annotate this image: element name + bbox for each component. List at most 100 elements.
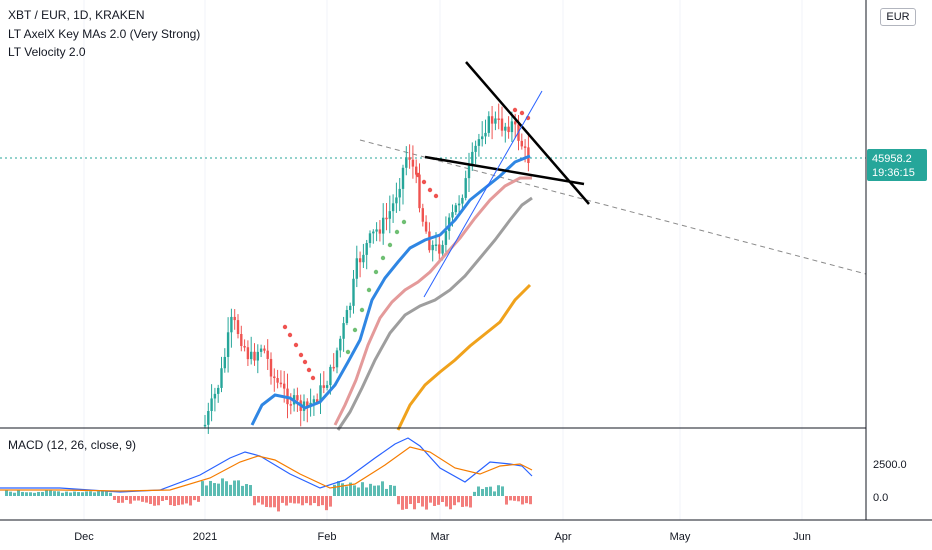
macd-histogram-bar [229,484,232,496]
price-candles [203,103,530,434]
macd-histogram-bar [401,496,404,510]
candle-body [398,188,401,198]
candle-body [329,366,332,386]
candle-body [266,350,269,359]
macd-histogram-bar [261,496,264,505]
price-badge-value: 45958.2 [872,153,912,165]
candle-body [289,404,292,406]
price-axis-ticks: 26200.028000.030000.032000.035000.038000… [873,459,907,504]
macd-histogram-bar [5,490,8,496]
indicator-label-key-mas[interactable]: LT AxelX Key MAs 2.0 (Very Strong) [8,27,201,41]
candle-body [243,346,246,348]
candle-body [441,244,444,254]
macd-histogram-bar [385,488,388,496]
macd-histogram-bar [237,480,240,496]
candle-body [322,385,325,388]
candle-body [362,254,365,263]
last-price-badge: 45958.2 19:36:15 [867,149,927,181]
macd-histogram-bar [137,496,140,501]
macd-histogram-bar [525,496,528,504]
candle-body [378,229,382,234]
macd-histogram-bar [25,492,28,496]
macd-histogram-bar [249,485,252,496]
candle-body [388,211,391,219]
macd-histogram-bar [105,491,108,496]
macd-histogram-bar [221,478,224,496]
macd-histogram-bar [465,496,468,507]
candle-body [500,118,504,131]
candle-body [487,116,490,133]
candle-body [325,385,329,388]
candle-body [207,411,210,425]
macd-histogram-bar [277,496,280,512]
macd-histogram-bar [389,485,392,496]
macd-histogram-bar [425,496,428,510]
time-tick-label: 2021 [193,531,217,543]
macd-histogram-bar [445,496,448,507]
macd-histogram-bar [521,496,524,505]
moving-averages [250,107,533,431]
macd-histogram-bar [117,496,120,503]
candle-body [382,217,385,234]
macd-histogram-bar [313,496,316,504]
macd-histogram-bar [241,485,244,496]
velocity-dot [287,332,293,338]
macd-histogram-bar [329,496,332,507]
time-tick-label: Apr [554,531,571,543]
macd-histogram-bar [441,496,444,503]
macd-histogram-bar [21,491,24,496]
macd-histogram-bar [449,496,452,510]
price-badge-countdown: 19:36:15 [872,167,915,179]
macd-histogram-bar [9,491,12,496]
candle-body [494,118,497,124]
candle-body [223,356,226,369]
candle-body [451,212,454,218]
candle-body [226,332,230,357]
macd-histogram-bar [81,492,84,496]
macd-histogram-bar [181,496,184,505]
grid [83,0,803,520]
candle-body [454,205,457,213]
macd-histogram-bar [309,496,312,506]
indicator-label-velocity[interactable]: LT Velocity 2.0 [8,45,86,59]
macd-histogram-bar [101,491,104,496]
macd-histogram-bar [217,483,220,496]
candle-body [250,351,253,360]
velocity-dot [310,375,316,381]
macd-histogram-bar [213,483,216,496]
macd-label[interactable]: MACD (12, 26, close, 9) [8,438,137,452]
candle-body [306,401,309,407]
candle-body [269,358,273,377]
candle-body [467,165,471,179]
macd-histogram-bar [253,496,256,506]
candle-body [507,126,510,133]
macd-histogram-bar [501,486,504,496]
ma-orange-line [396,283,532,431]
candle-body [253,351,256,361]
macd-histogram-bar [517,496,520,502]
candle-body [279,382,283,385]
currency-button[interactable]: EUR [880,8,916,26]
macd-histogram-bar [393,485,396,496]
macd-histogram-bar [353,485,356,496]
candle-body [345,310,349,324]
candle-body [283,383,286,389]
candle-body [273,376,276,379]
candle-body [424,221,428,232]
macd-histogram-bar [505,496,508,505]
candle-body [471,151,474,166]
macd-histogram-bar [285,496,288,506]
candle-body [405,157,408,168]
macd-histogram-bar [193,496,196,501]
macd-histogram-bar [453,496,456,506]
macd-histogram-bar [413,496,416,510]
ma-grey-line [336,196,533,431]
velocity-dot [387,242,393,248]
ma-pink-line [333,176,532,426]
velocity-dot [519,110,525,116]
candle-body [368,233,372,244]
candle-body [474,145,477,152]
velocity-dot [345,349,351,355]
candle-body [477,139,481,146]
candle-body [339,338,342,351]
